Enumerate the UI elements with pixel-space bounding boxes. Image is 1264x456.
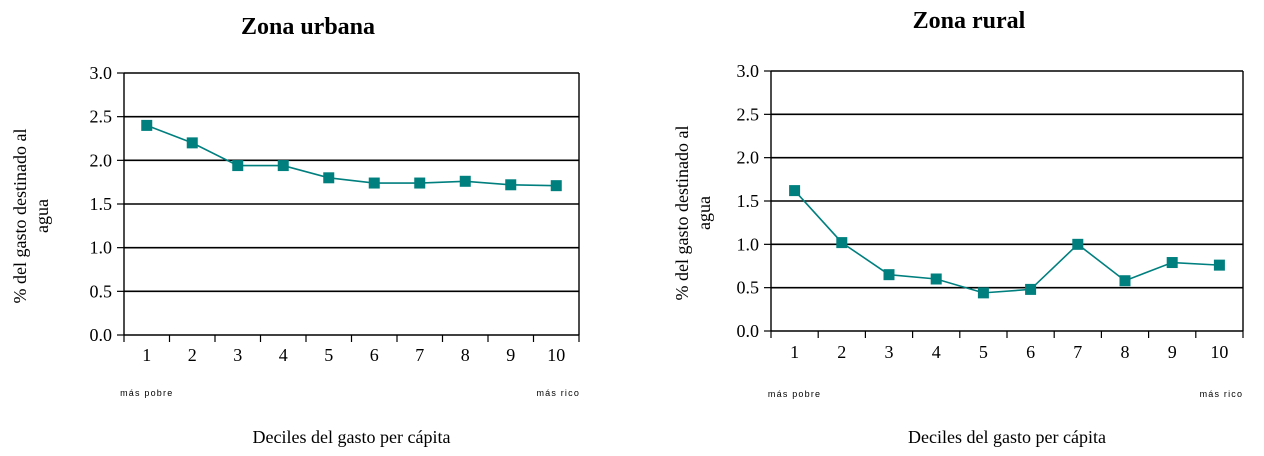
x-tick-label: 5: [979, 342, 988, 362]
data-point: [505, 179, 517, 191]
x-tick-label: 8: [1121, 342, 1130, 362]
y-axis-label: % del gasto destinado al agua: [10, 129, 52, 304]
y-tick-label: 0.5: [737, 278, 760, 298]
x-tick-label: 1: [790, 342, 799, 362]
data-point: [789, 185, 801, 197]
data-point: [323, 172, 335, 184]
x-tick-label: 6: [370, 345, 379, 365]
x-tick-label: 10: [1210, 342, 1228, 362]
x-tick-label: 2: [188, 345, 197, 365]
chart-title: Zona urbana: [241, 14, 375, 40]
data-point: [1119, 275, 1131, 287]
data-point: [1213, 259, 1225, 271]
y-tick-label: 0.5: [90, 281, 113, 301]
x-tick-label: 6: [1026, 342, 1035, 362]
x-tick-label: 7: [415, 345, 424, 365]
x-tick-label: 10: [547, 345, 565, 365]
y-tick-label: 0.0: [737, 321, 760, 341]
x-note-first: más pobre: [120, 388, 173, 398]
x-tick-label: 3: [233, 345, 242, 365]
x-note-first: más pobre: [768, 389, 821, 399]
y-tick-label: 2.0: [90, 150, 113, 170]
data-point: [1025, 283, 1037, 295]
x-tick-label: 9: [506, 345, 515, 365]
x-tick-label: 3: [885, 342, 894, 362]
x-tick-label: 4: [279, 345, 288, 365]
data-point: [232, 160, 244, 172]
y-tick-label: 2.5: [737, 104, 760, 124]
x-note-last: más rico: [1200, 389, 1244, 399]
data-point: [550, 180, 562, 192]
y-tick-label: 2.0: [737, 148, 760, 168]
x-tick-label: 4: [932, 342, 941, 362]
data-point: [930, 273, 942, 285]
x-tick-label: 9: [1168, 342, 1177, 362]
chart-title: Zona rural: [913, 8, 1026, 34]
data-point: [414, 177, 426, 189]
x-tick-label: 2: [837, 342, 846, 362]
data-point: [368, 177, 380, 189]
y-tick-label: 1.0: [737, 234, 760, 254]
data-point: [277, 160, 289, 172]
y-tick-label: 3.0: [737, 61, 760, 81]
series-line: [146, 124, 557, 187]
y-tick-label: 2.5: [90, 107, 113, 127]
x-tick-label: 5: [324, 345, 333, 365]
x-axis-label: Deciles del gasto per cápita: [253, 427, 451, 447]
x-tick-label: 1: [142, 345, 151, 365]
data-point: [459, 175, 471, 187]
x-tick-label: 8: [461, 345, 470, 365]
data-point: [1166, 257, 1178, 269]
data-point: [186, 137, 198, 149]
y-tick-label: 1.5: [737, 191, 760, 211]
y-tick-label: 3.0: [90, 63, 113, 83]
data-point: [977, 287, 989, 299]
data-point: [1072, 238, 1084, 250]
x-axis-label: Deciles del gasto per cápita: [908, 427, 1106, 447]
data-point: [883, 269, 895, 281]
y-axis-label: % del gasto destinado al agua: [672, 126, 714, 301]
y-tick-label: 1.0: [90, 238, 113, 258]
x-note-last: más rico: [536, 388, 580, 398]
data-point: [141, 119, 153, 131]
x-tick-label: 7: [1073, 342, 1082, 362]
data-point: [836, 237, 848, 249]
y-tick-label: 0.0: [90, 325, 113, 345]
series-line: [794, 190, 1220, 294]
y-tick-label: 1.5: [90, 194, 113, 214]
